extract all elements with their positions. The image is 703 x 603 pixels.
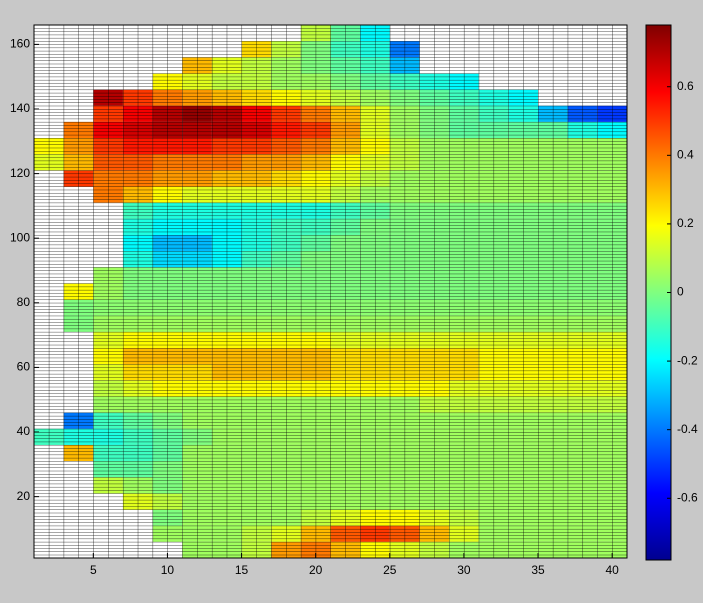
mesh-lines: [34, 25, 627, 558]
y-tick-label: 100: [10, 230, 30, 244]
colorbar-tick-label: 0.4: [677, 147, 694, 161]
colorbar-tick-label: -0.6: [677, 490, 698, 504]
x-tick-label: 15: [235, 563, 249, 577]
colorbar-tick-label: 0: [677, 285, 684, 299]
y-tick-label: 120: [10, 166, 30, 180]
colorbar-tick-label: -0.2: [677, 353, 698, 367]
ticks: 5 10 15 20 25 30 35 40 20 40 60 80 100 120 140 160 -0.6 -…: [10, 37, 698, 578]
x-tick-label: 25: [383, 563, 397, 577]
y-tick-label: 60: [17, 360, 31, 374]
y-tick-label: 40: [17, 424, 31, 438]
colorbar: [645, 24, 672, 561]
x-tick-label: 30: [457, 563, 471, 577]
y-tick-label: 20: [17, 489, 31, 503]
x-tick-label: 40: [605, 563, 619, 577]
colorbar-tick-label: -0.4: [677, 422, 698, 436]
colorbar-tick-label: 0.6: [677, 79, 694, 93]
y-tick-label: 140: [10, 101, 30, 115]
x-tick-label: 10: [161, 563, 175, 577]
x-tick-label: 20: [309, 563, 323, 577]
plot-frame: [33, 24, 628, 559]
x-tick-label: 35: [531, 563, 545, 577]
x-tick-label: 5: [90, 563, 97, 577]
colorbar-tick-label: 0.2: [677, 216, 694, 230]
y-tick-label: 80: [17, 295, 31, 309]
y-tick-label: 160: [10, 37, 30, 51]
